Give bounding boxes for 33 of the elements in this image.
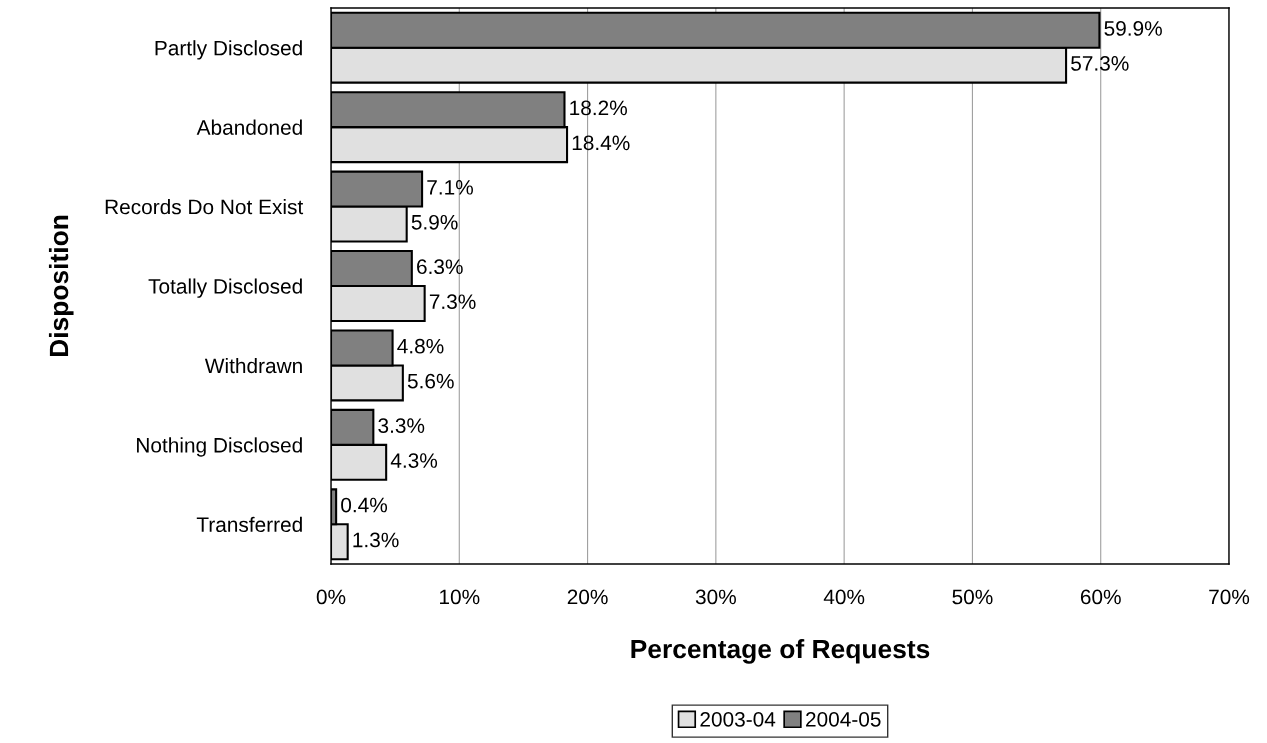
data-label: 57.3%	[1071, 56, 1129, 71]
x-tick-label: 0%	[316, 589, 346, 605]
data-label: 5.6%	[407, 373, 454, 389]
x-tick-label: 60%	[1080, 589, 1121, 605]
data-label: 3.3%	[378, 418, 425, 433]
data-label: 0.4%	[341, 497, 388, 513]
data-label: 59.9%	[1104, 21, 1162, 36]
data-label: 4.8%	[397, 338, 444, 354]
y-tick-label: Records Do Not Exist	[105, 199, 304, 215]
x-tick-label: 70%	[1209, 589, 1250, 605]
y-tick-label: Partly Disclosed	[155, 40, 302, 60]
x-tick-label: 10%	[440, 589, 480, 605]
x-tick-label: 50%	[952, 589, 993, 605]
data-label: 7.1%	[427, 180, 473, 195]
y-tick-label: Nothing Disclosed	[137, 437, 302, 457]
data-label: 1.3%	[353, 532, 399, 548]
y-tick-label: Abandoned	[196, 119, 302, 135]
data-label: 5.9%	[411, 214, 458, 230]
data-label: 6.3%	[417, 259, 463, 275]
data-label: 18.2%	[570, 100, 627, 116]
data-label: 7.3%	[429, 294, 476, 310]
x-tick-label: 40%	[823, 589, 865, 605]
legend-label: 2003-04	[700, 711, 776, 727]
y-tick-label: Withdrawn	[204, 357, 302, 374]
x-tick-label: 30%	[695, 589, 736, 605]
y-axis-title: Disposition	[48, 215, 74, 357]
data-label: 18.4%	[572, 135, 630, 151]
y-tick-label: Transferred	[196, 516, 302, 533]
legend-label: 2004-05	[806, 711, 881, 727]
y-tick-label: Totally Disclosed	[148, 278, 302, 298]
x-axis-title: Percentage of Requests	[631, 638, 930, 664]
x-tick-label: 20%	[567, 589, 608, 605]
data-label: 4.3%	[390, 453, 438, 468]
